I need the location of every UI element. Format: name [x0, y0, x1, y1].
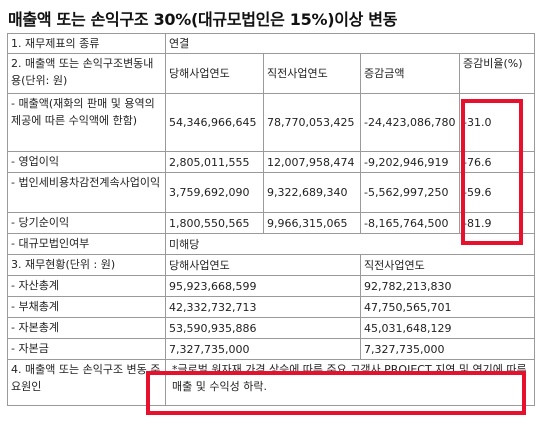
- item-change: -5,562,997,250: [360, 172, 460, 213]
- fin-item-prior: 45,031,648,129: [360, 317, 535, 339]
- item-ratio: -59.6: [459, 172, 535, 213]
- item-label: - 법인세비용차감전계속사업이익: [7, 172, 166, 213]
- fin-header-current: 당해사업연도: [165, 254, 361, 276]
- fin-item-label: - 자산총계: [7, 275, 166, 297]
- cause-label: 4. 매출액 또는 손익구조 변동 주요원인: [7, 359, 166, 406]
- header-prior-year: 직전사업연도: [263, 53, 361, 94]
- statement-type-label: 1. 재무제표의 종류: [7, 33, 166, 54]
- table-row: - 당기순이익 1,800,550,565 9,966,315,065 -8,1…: [7, 212, 535, 234]
- fin-item-current: 95,923,668,599: [165, 275, 361, 297]
- fin-item-prior: 92,782,213,830: [360, 275, 535, 297]
- table-row: - 대규모법인여부 미해당: [7, 233, 535, 255]
- disclosure-table: 1. 재무제표의 종류 연결 2. 매출액 또는 손익구조변동내용(단위: 원)…: [7, 33, 535, 406]
- fin-item-label: - 자본금: [7, 338, 166, 360]
- item-prior: 78,770,053,425: [263, 93, 361, 152]
- page-title: 매출액 또는 손익구조 30%(대규모법인은 15%)이상 변동: [8, 10, 398, 29]
- table-row: - 법인세비용차감전계속사업이익 3,759,692,090 9,322,689…: [7, 172, 535, 213]
- statement-type-value: 연결: [165, 33, 535, 54]
- item-change: -9,202,946,919: [360, 151, 460, 173]
- large-corp-label: - 대규모법인여부: [7, 233, 166, 255]
- header-change-ratio: 증감비율(%): [459, 53, 535, 94]
- item-prior: 12,007,958,474: [263, 151, 361, 173]
- header-change-amount: 증감금액: [360, 53, 460, 94]
- item-prior: 9,966,315,065: [263, 212, 361, 234]
- table-row: - 자본금 7,327,735,000 7,327,735,000: [7, 338, 535, 360]
- fin-item-label: - 부채총계: [7, 296, 166, 318]
- item-prior: 9,322,689,340: [263, 172, 361, 213]
- table-row: - 매출액(재화의 판매 및 용역의 제공에 따른 수익액에 한함) 54,34…: [7, 93, 535, 152]
- item-current: 1,800,550,565: [165, 212, 264, 234]
- large-corp-value: 미해당: [165, 233, 535, 255]
- table-row: 1. 재무제표의 종류 연결: [7, 33, 535, 54]
- header-current-year: 당해사업연도: [165, 53, 264, 94]
- fin-item-current: 7,327,735,000: [165, 338, 361, 360]
- item-label: - 매출액(재화의 판매 및 용역의 제공에 따른 수익액에 한함): [7, 93, 166, 152]
- table-row: - 부채총계 42,332,732,713 47,750,565,701: [7, 296, 535, 318]
- item-change: -8,165,764,500: [360, 212, 460, 234]
- table-row: 4. 매출액 또는 손익구조 변동 주요원인 *글로벌 원자재 가격 상승에 따…: [7, 359, 535, 406]
- cause-value: *글로벌 원자재 가격 상승에 따른 주요 고객사 PROJECT 지연 및 연…: [165, 359, 535, 406]
- item-ratio: -76.6: [459, 151, 535, 173]
- fin-item-current: 42,332,732,713: [165, 296, 361, 318]
- item-label: - 영업이익: [7, 151, 166, 173]
- table-row: - 자본총계 53,590,935,886 45,031,648,129: [7, 317, 535, 339]
- fin-item-prior: 47,750,565,701: [360, 296, 535, 318]
- fin-header-prior: 직전사업연도: [360, 254, 535, 276]
- item-ratio: -81.9: [459, 212, 535, 234]
- item-current: 54,346,966,645: [165, 93, 264, 152]
- financial-status-label: 3. 재무현황(단위 : 원): [7, 254, 166, 276]
- table-row: - 자산총계 95,923,668,599 92,782,213,830: [7, 275, 535, 297]
- item-label: - 당기순이익: [7, 212, 166, 234]
- item-current: 3,759,692,090: [165, 172, 264, 213]
- table-row: 3. 재무현황(단위 : 원) 당해사업연도 직전사업연도: [7, 254, 535, 276]
- fin-item-current: 53,590,935,886: [165, 317, 361, 339]
- fin-item-label: - 자본총계: [7, 317, 166, 339]
- fin-item-prior: 7,327,735,000: [360, 338, 535, 360]
- table-row: 2. 매출액 또는 손익구조변동내용(단위: 원) 당해사업연도 직전사업연도 …: [7, 53, 535, 94]
- table-row: - 영업이익 2,805,011,555 12,007,958,474 -9,2…: [7, 151, 535, 173]
- change-section-label: 2. 매출액 또는 손익구조변동내용(단위: 원): [7, 53, 166, 94]
- item-current: 2,805,011,555: [165, 151, 264, 173]
- item-ratio: -31.0: [459, 93, 535, 152]
- item-change: -24,423,086,780: [360, 93, 460, 152]
